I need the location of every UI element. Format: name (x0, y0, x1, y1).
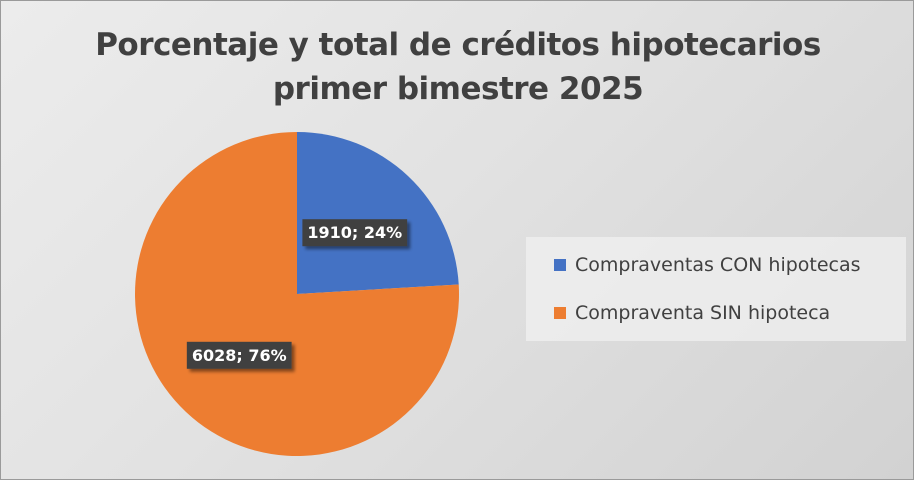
data-label-text: 6028; 76% (192, 346, 287, 365)
data-label-box (302, 219, 408, 247)
legend-item-con-hipotecas: Compraventas CON hipotecas (554, 253, 906, 277)
pie-slice-compraventas-con-hipotecas (297, 132, 459, 294)
pie-data-labels: 1910; 24% 6028; 76% (186, 219, 408, 369)
data-label-compraventa-sin-hipoteca: 6028; 76% (186, 341, 292, 369)
data-label-compraventas-con-hipotecas: 1910; 24% (302, 219, 408, 247)
chart-title-line-2: primer bimestre 2025 (272, 71, 644, 107)
legend-label-sin-hipoteca: Compraventa SIN hipoteca (575, 302, 831, 324)
chart-title: Porcentaje y total de créditos hipotecar… (1, 23, 913, 111)
legend-swatch-blue (554, 259, 566, 271)
legend: Compraventas CON hipotecas Compraventa S… (526, 237, 906, 341)
chart-title-line-1: Porcentaje y total de créditos hipotecar… (95, 27, 821, 63)
data-label-text: 1910; 24% (307, 223, 402, 242)
data-label-box (186, 341, 292, 369)
legend-item-sin-hipoteca: Compraventa SIN hipoteca (554, 301, 906, 325)
legend-label-con-hipotecas: Compraventas CON hipotecas (575, 254, 861, 276)
legend-swatch-orange (554, 307, 566, 319)
pie-slice-compraventa-sin-hipoteca (134, 132, 459, 457)
pie-slices (134, 132, 459, 457)
